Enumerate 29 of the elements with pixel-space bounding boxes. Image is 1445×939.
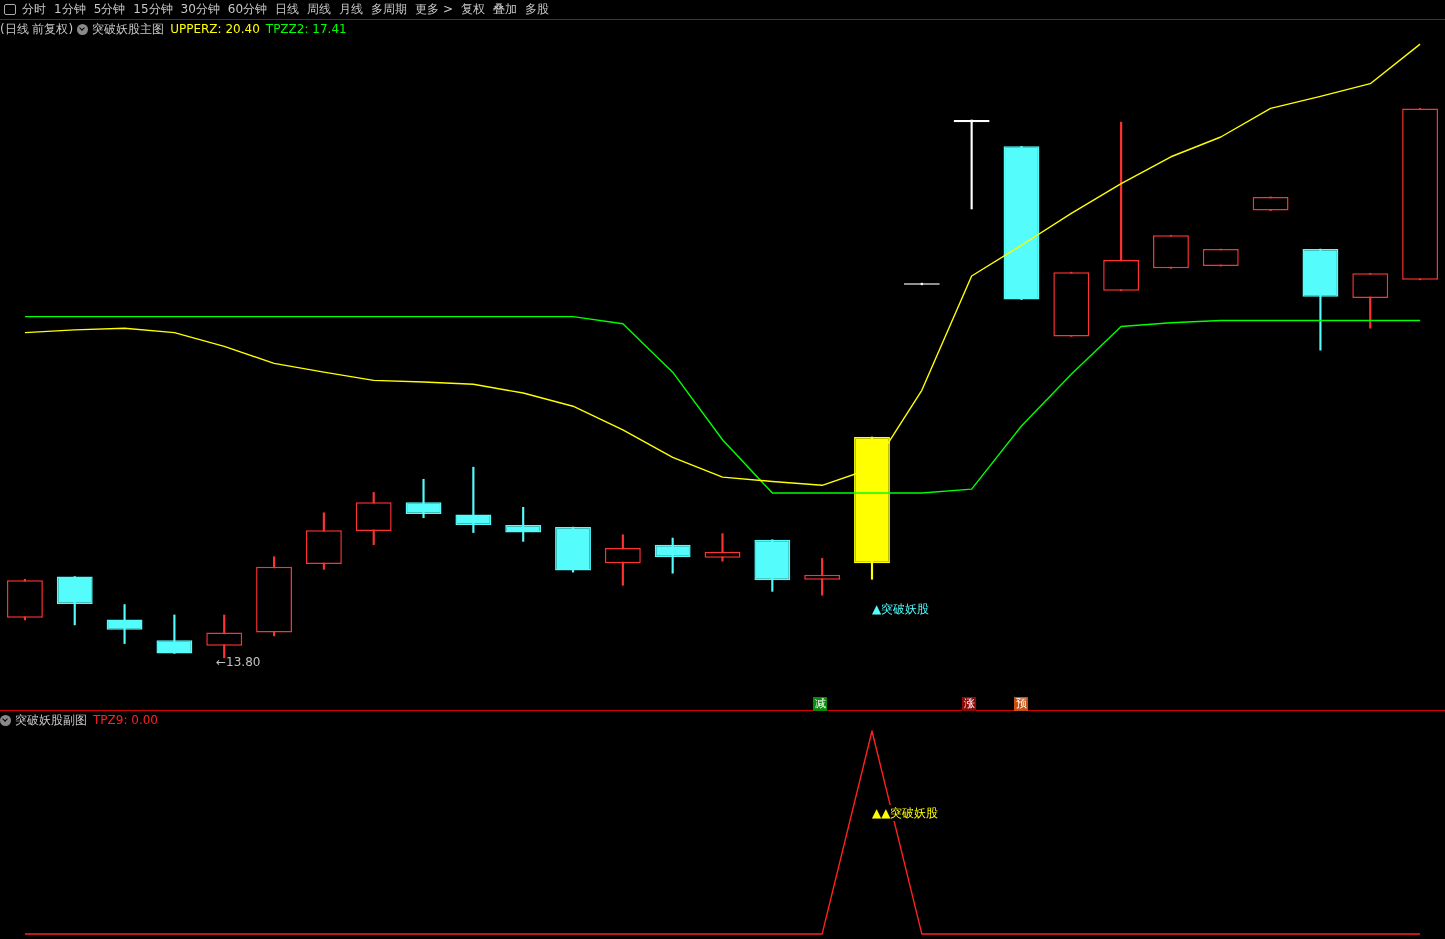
annotation: ←13.80 [216, 654, 261, 670]
chart-title: 突破妖股副图 [15, 712, 87, 729]
text: 多周期 [371, 1, 408, 18]
text: 分时 [22, 1, 46, 18]
text: UPPERZ: 20.40 [170, 21, 260, 38]
text: 30分钟 [180, 1, 220, 18]
candlestick [405, 478, 442, 519]
candlestick [106, 604, 143, 644]
text: 日线 [275, 1, 300, 18]
chart-title: 突破妖股主图 [92, 21, 165, 38]
text: 更多 > [415, 1, 453, 18]
text: 叠加 [493, 1, 517, 18]
text: 涨 [962, 697, 976, 711]
chart-subtitle: (日线 前复权) [0, 21, 74, 38]
text: 5分钟 [93, 1, 126, 18]
text: 月线 [339, 1, 364, 18]
annotation: ▲突破妖股 [872, 601, 930, 617]
text: 1分钟 [54, 1, 86, 18]
text: 周线 [307, 1, 332, 18]
text: 预 [1014, 697, 1028, 711]
annotation: ▲▲突破妖股 [872, 805, 939, 821]
text: TPZZ2: 17.41 [265, 21, 347, 38]
text: 多股 [525, 1, 549, 18]
text: 60分钟 [227, 1, 268, 18]
text: TPZ9: 0.00 [93, 712, 158, 729]
text: 减 [813, 697, 827, 711]
candlestick [704, 533, 741, 562]
text: 15分钟 [133, 1, 173, 18]
text: 复权 [461, 1, 485, 18]
